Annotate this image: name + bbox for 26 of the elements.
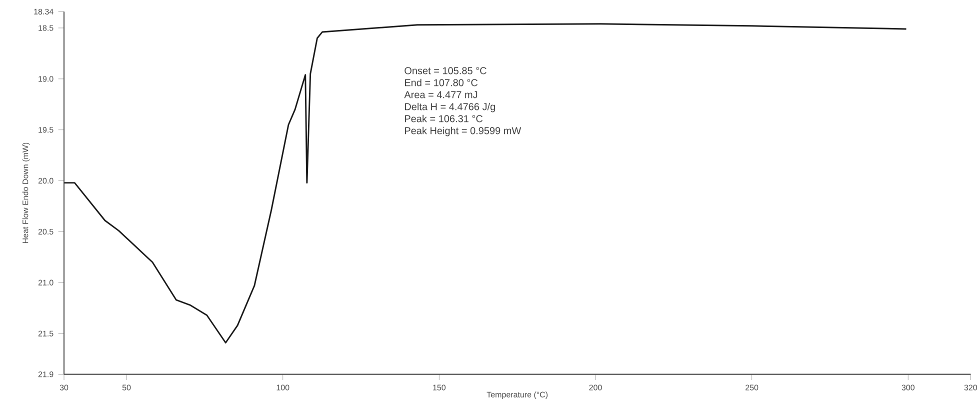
y-tick-label: 20.0 [38,178,54,184]
y-tick-label: 21.0 [38,280,54,286]
y-axis-title: Heat Flow Endo Down (mW) [22,142,30,244]
annotation: Peak = 106.31 °C [404,114,483,122]
y-tick-label: 19.5 [38,127,54,133]
annotation: Peak Height = 0.9599 mW [404,126,522,136]
x-axis-title: Temperature (°C) [486,392,548,399]
annotation: Area = 4.477 mJ [404,91,478,98]
x-tick-label: 30 [60,384,68,390]
x-tick-label: 320 [964,384,978,390]
x-tick-label: 100 [276,384,290,390]
y-tick-label: 19.0 [38,76,54,82]
y-tick-label: 18.5 [38,25,54,31]
annotation: Delta H = 4.4766 J/g [404,102,495,112]
x-tick-label: 200 [589,384,602,390]
x-tick-label: 300 [902,384,914,390]
y-tick-label: 21.5 [38,330,54,336]
annotation: Onset = 105.85 °C [404,67,486,74]
y-tick-label: 20.5 [38,228,54,235]
annotation: End = 107.80 °C [404,78,478,86]
x-tick-label: 150 [433,384,446,390]
y-tick-label: 18.34 [34,8,54,14]
line-series [64,23,907,344]
x-tick-label: 250 [746,384,758,390]
y-tick-label: 21.9 [38,371,54,378]
x-tick-label: 50 [122,384,131,390]
